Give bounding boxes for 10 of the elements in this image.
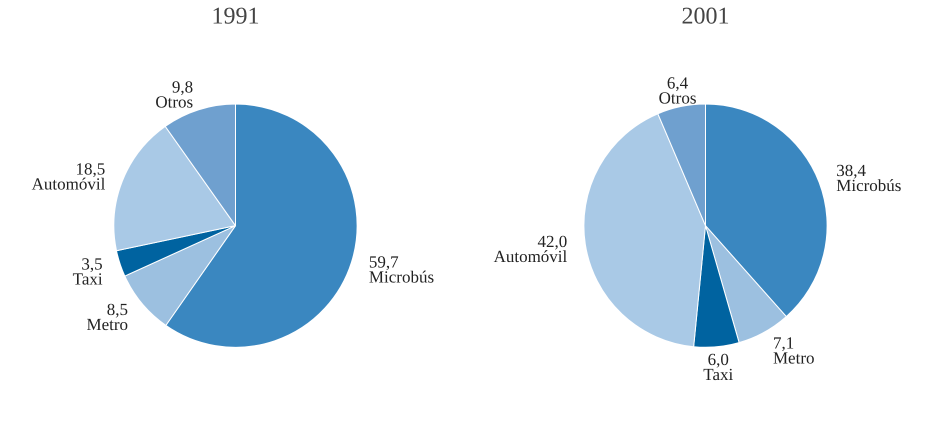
chart-title: 1991 <box>212 4 260 30</box>
data-label: 18,5 <box>76 160 106 179</box>
chart-title: 2001 <box>682 4 730 30</box>
data-label: 59,7 <box>368 252 400 272</box>
data-label: 7,1 <box>772 333 794 352</box>
data-label: 6,0 <box>708 350 729 370</box>
data-label: 42,0 <box>538 232 568 251</box>
data-label: 6,4 <box>666 74 689 93</box>
data-label: 8,5 <box>106 300 128 320</box>
data-label: 38,4 <box>836 160 866 180</box>
